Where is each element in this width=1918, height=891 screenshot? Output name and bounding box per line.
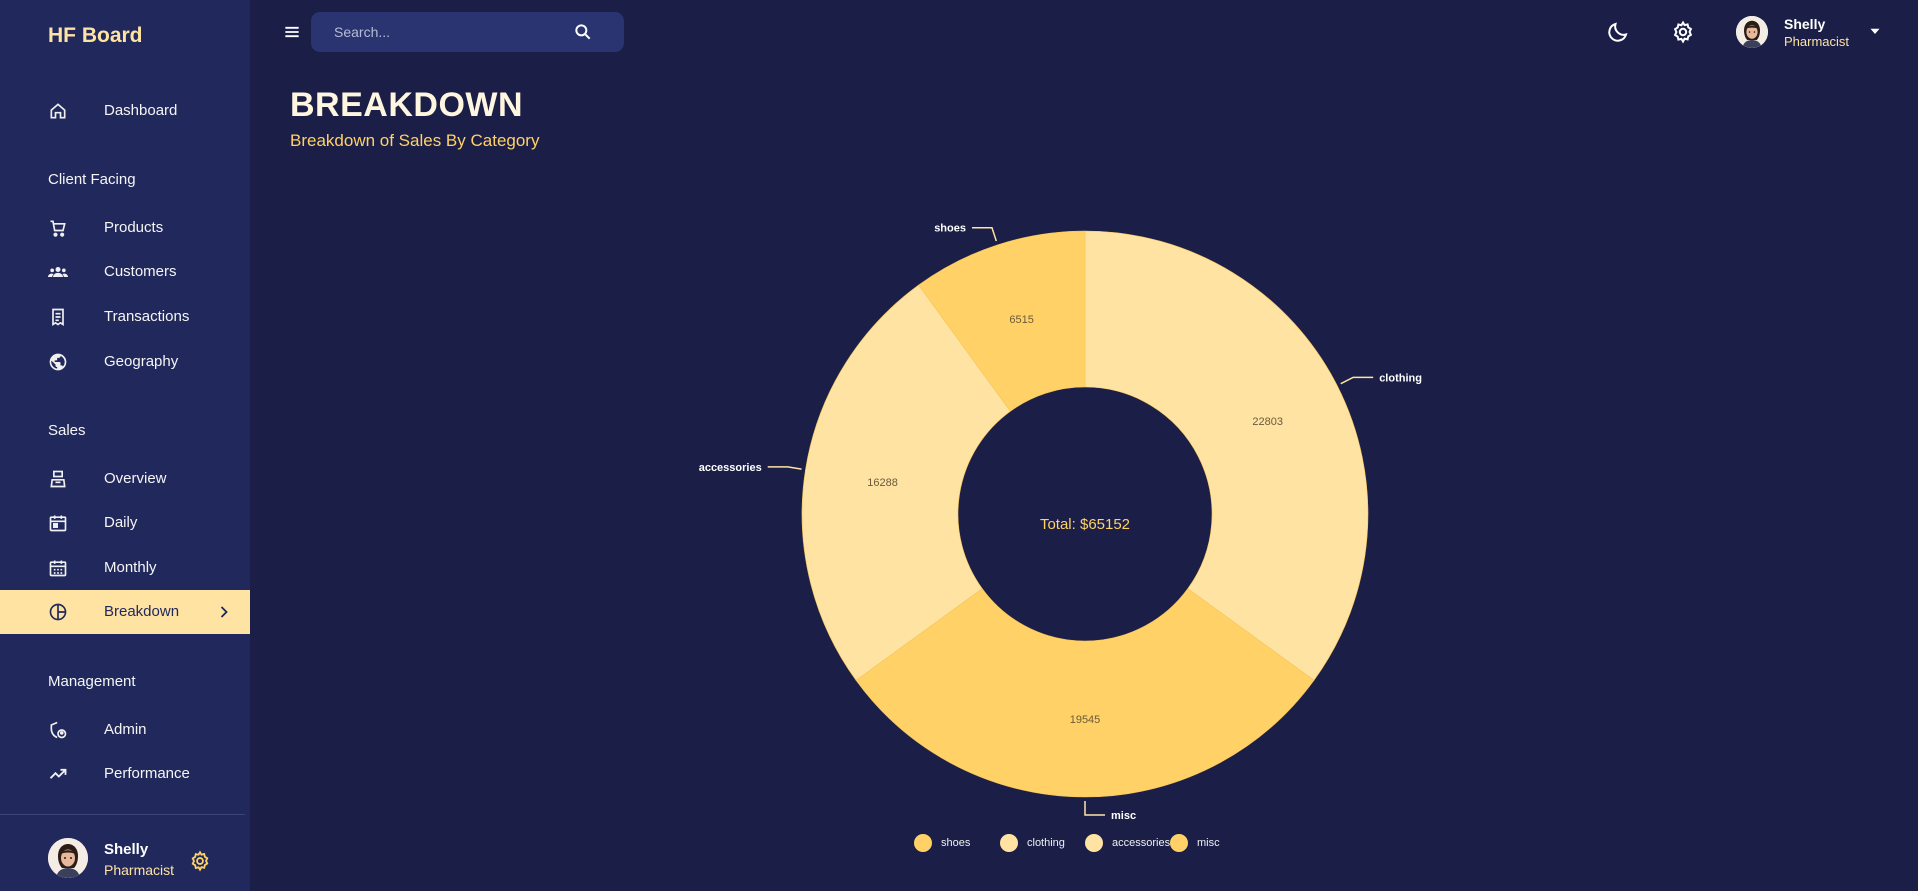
- sidebar-item-admin[interactable]: Admin: [0, 708, 250, 752]
- sidebar-divider: [0, 814, 245, 815]
- sidebar-item-geography[interactable]: Geography: [0, 340, 250, 384]
- legend-swatch: [1000, 834, 1018, 852]
- slice-category-label-misc: misc: [1111, 810, 1136, 822]
- slice-category-label-shoes: shoes: [934, 223, 966, 235]
- globe-icon: [48, 352, 68, 372]
- sidebar-item-label: Admin: [104, 721, 147, 738]
- pie-chart-icon: [48, 602, 68, 622]
- slice-category-label-accessories: accessories: [699, 462, 762, 474]
- topbar-user-name: Shelly: [1784, 16, 1826, 32]
- calendar-today-icon: [48, 513, 68, 533]
- topbar-user-role: Pharmacist: [1784, 34, 1850, 49]
- groups-icon: [48, 262, 68, 282]
- shopping-cart-icon: [48, 218, 68, 238]
- sidebar-item-performance[interactable]: Performance: [0, 752, 250, 796]
- pie-slice-misc[interactable]: [855, 588, 1315, 798]
- legend-label: shoes: [941, 837, 971, 849]
- sidebar-user-name: Shelly: [104, 841, 149, 858]
- calendar-month-icon: [48, 558, 68, 578]
- slice-category-label-clothing: clothing: [1379, 372, 1422, 384]
- sidebar-item-label: Customers: [104, 263, 177, 280]
- sidebar-item-monthly[interactable]: Monthly: [0, 546, 250, 590]
- section-sales: Sales: [48, 422, 86, 439]
- search-input[interactable]: [334, 22, 564, 42]
- legend-item-shoes[interactable]: shoes: [914, 834, 970, 852]
- sidebar-item-label: Performance: [104, 765, 190, 782]
- dark-mode-moon-icon[interactable]: [1606, 20, 1630, 44]
- legend-label: clothing: [1027, 837, 1065, 849]
- sidebar-user-role: Pharmacist: [104, 862, 175, 878]
- sidebar-item-breakdown[interactable]: Breakdown: [0, 590, 250, 634]
- menu-icon[interactable]: [282, 22, 302, 42]
- slice-value-label-shoes: 6515: [1009, 314, 1033, 326]
- trending-up-icon: [48, 764, 68, 784]
- slice-link-line-shoes: [971, 226, 998, 242]
- legend-label: accessories: [1112, 837, 1171, 849]
- sidebar-item-label: Transactions: [104, 308, 190, 325]
- search-icon[interactable]: [573, 22, 593, 42]
- slice-value-label-misc: 19545: [1070, 714, 1101, 726]
- sidebar-item-label: Breakdown: [104, 603, 180, 620]
- legend-swatch: [914, 834, 932, 852]
- slice-value-label-clothing: 22803: [1252, 416, 1283, 428]
- slice-link-line-clothing: [1340, 376, 1374, 385]
- caret-down-icon[interactable]: [1866, 22, 1884, 40]
- chevron-right-icon: [214, 602, 234, 622]
- gear-icon[interactable]: [1671, 20, 1695, 44]
- page-title: BREAKDOWN: [290, 86, 524, 124]
- admin-shield-icon: [48, 720, 68, 740]
- chart-center-total: Total: $65152: [1040, 516, 1130, 533]
- sidebar-item-transactions[interactable]: Transactions: [0, 295, 250, 339]
- legend-item-clothing[interactable]: clothing: [1000, 834, 1065, 852]
- avatar: [1736, 16, 1768, 48]
- sidebar-item-label: Products: [104, 219, 164, 236]
- section-management: Management: [48, 673, 136, 690]
- sidebar-user-profile: Shelly Pharmacist: [48, 838, 248, 882]
- legend-item-accessories[interactable]: accessories: [1085, 834, 1170, 852]
- legend-swatch: [1170, 834, 1188, 852]
- sidebar-item-label: Dashboard: [104, 102, 178, 119]
- sidebar-item-customers[interactable]: Customers: [0, 250, 250, 294]
- receipt-icon: [48, 307, 68, 327]
- sidebar-item-label: Monthly: [104, 559, 157, 576]
- pie-slice-shoes[interactable]: [918, 230, 1086, 412]
- home-icon: [48, 101, 68, 121]
- slice-link-line-accessories: [767, 466, 802, 470]
- legend-swatch: [1085, 834, 1103, 852]
- avatar: [48, 838, 88, 878]
- page-subtitle: Breakdown of Sales By Category: [290, 131, 540, 150]
- sidebar-item-dashboard[interactable]: Dashboard: [0, 89, 250, 133]
- pie-slice-accessories[interactable]: [801, 284, 1011, 681]
- search-bar: [311, 12, 624, 52]
- slice-value-label-accessories: 16288: [867, 477, 898, 489]
- sidebar-item-label: Overview: [104, 470, 167, 487]
- pie-slice-clothing[interactable]: [1084, 230, 1369, 681]
- slice-link-line-misc: [1084, 801, 1105, 816]
- legend-label: misc: [1197, 837, 1220, 849]
- sidebar-item-label: Geography: [104, 353, 179, 370]
- brand-logo-text[interactable]: HF Board: [48, 24, 143, 47]
- sidebar: HF Board Dashboard Client Facing Product…: [0, 0, 250, 891]
- legend-item-misc[interactable]: misc: [1170, 834, 1220, 852]
- point-of-sale-icon: [48, 469, 68, 489]
- sidebar-item-products[interactable]: Products: [0, 206, 250, 250]
- section-client-facing: Client Facing: [48, 171, 136, 188]
- gear-icon[interactable]: [189, 850, 211, 872]
- sidebar-item-overview[interactable]: Overview: [0, 457, 250, 501]
- sidebar-item-label: Daily: [104, 514, 138, 531]
- sidebar-item-daily[interactable]: Daily: [0, 501, 250, 545]
